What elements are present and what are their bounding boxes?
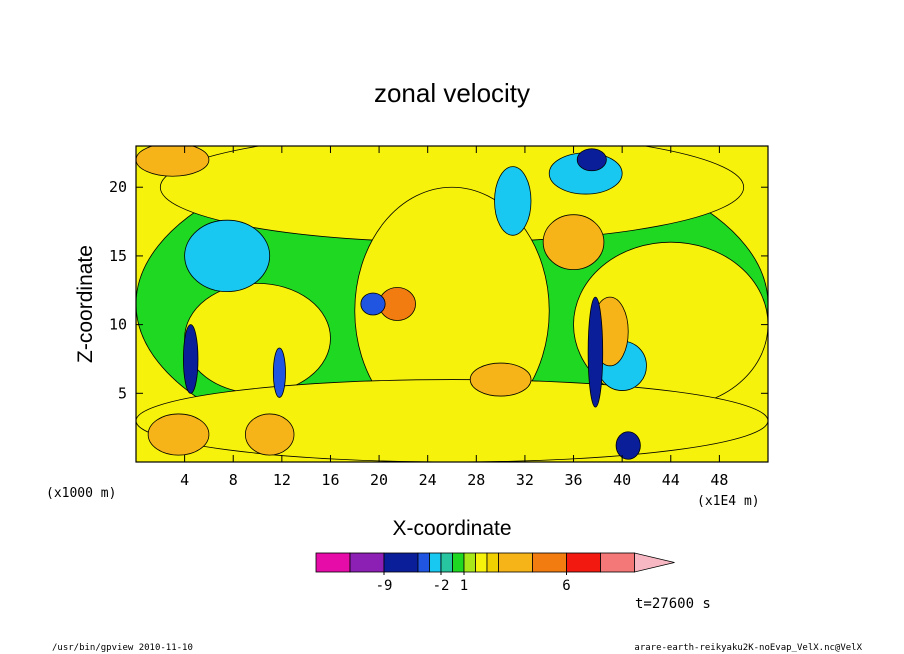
colorbar-swatch-8 — [475, 552, 488, 573]
y-tick-label-5: 5 — [118, 384, 127, 402]
contour-region-16 — [576, 148, 607, 172]
colorbar-swatch-1 — [349, 552, 385, 573]
x-axis-ticks: 4 8 12 16 20 24 28 32 36 40 44 48 — [180, 146, 728, 489]
x-tick-label-20: 20 — [370, 471, 388, 489]
contour-region-17 — [182, 324, 199, 394]
colorbar-swatch-6 — [452, 552, 465, 573]
colorbar-swatch-7 — [463, 552, 476, 573]
contour-region-21 — [244, 413, 295, 456]
contour-field — [136, 146, 768, 462]
colorbar-swatch-10 — [498, 552, 533, 573]
x-tick-label-24: 24 — [419, 471, 437, 489]
x-axis-label: X-coordinate — [392, 517, 511, 540]
contour-region-10 — [136, 146, 210, 177]
colorbar-label-3: 6 — [562, 578, 570, 594]
colorbar-swatch-3 — [417, 552, 430, 573]
x-tick-label-48: 48 — [710, 471, 728, 489]
contour-region-22 — [615, 431, 641, 460]
y-tick-label-20: 20 — [109, 178, 127, 196]
chart-title: zonal velocity — [374, 78, 530, 108]
y-axis-label: Z-coordinate — [74, 245, 97, 363]
x-tick-label-16: 16 — [321, 471, 339, 489]
contour-region-18 — [272, 347, 286, 398]
x-unit-right: (x1E4 m) — [697, 494, 760, 509]
colorbar-swatch-2 — [383, 552, 419, 573]
x-tick-label-32: 32 — [516, 471, 534, 489]
colorbar-label-0: -9 — [376, 578, 393, 594]
y-tick-label-15: 15 — [109, 247, 127, 265]
plot-frame — [135, 145, 769, 463]
contour-region-8 — [494, 166, 532, 236]
colorbar-labels: -9 -2 1 6 — [376, 572, 571, 594]
x-unit-left: (x1000 m) — [46, 486, 116, 501]
footer-right: arare-earth-reikyaku2K-noEvap_VelX.nc@Ve… — [634, 643, 862, 653]
time-label: t=27600 s — [635, 596, 711, 612]
y-axis-ticks: 5 10 15 20 — [109, 178, 768, 402]
x-tick-label-40: 40 — [613, 471, 631, 489]
colorbar-label-2: 1 — [460, 578, 468, 594]
x-tick-label-12: 12 — [273, 471, 291, 489]
contour-region-3 — [184, 282, 331, 394]
colorbar-swatch-11 — [532, 552, 567, 573]
x-tick-label-44: 44 — [662, 471, 680, 489]
colorbar-swatch-0 — [315, 552, 351, 573]
contour-region-13 — [469, 362, 532, 397]
colorbar-swatch-12 — [566, 552, 601, 573]
contour-region-19 — [587, 296, 604, 408]
x-tick-label-28: 28 — [467, 471, 485, 489]
colorbar-swatch-5 — [440, 552, 453, 573]
contour-region-15 — [360, 292, 386, 316]
x-tick-label-36: 36 — [565, 471, 583, 489]
contour-region-11 — [542, 214, 605, 271]
y-tick-label-10: 10 — [109, 316, 127, 334]
x-tick-label-8: 8 — [229, 471, 238, 489]
x-tick-label-4: 4 — [180, 471, 189, 489]
colorbar — [315, 552, 675, 573]
contour-region-20 — [147, 413, 210, 456]
colorbar-label-1: -2 — [433, 578, 450, 594]
contour-region-5 — [136, 379, 768, 462]
contour-region-6 — [184, 219, 271, 293]
footer-left: /usr/bin/gpview 2010-11-10 — [52, 643, 193, 653]
colorbar-swatch-4 — [429, 552, 442, 573]
colorbar-swatch-9 — [486, 552, 499, 573]
colorbar-swatch-13 — [600, 552, 635, 573]
colorbar-extension — [634, 552, 675, 573]
